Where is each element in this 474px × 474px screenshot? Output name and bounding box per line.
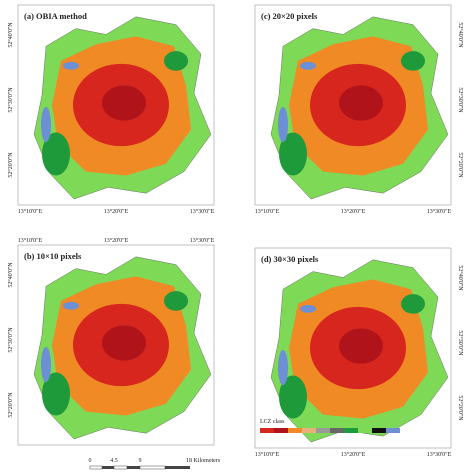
longitude-label: 13°30'0"E <box>190 208 215 215</box>
inner-core <box>339 328 383 364</box>
latitude-label: 52°40'0"N <box>7 22 14 48</box>
forest <box>42 372 70 416</box>
legend-swatch <box>344 428 358 433</box>
map-panel: (c) 20×20 pixels 13°10'0"E 13°20'0"E 13°30'… <box>255 4 464 215</box>
lake <box>278 106 288 143</box>
longitude-label: 13°20'0"E <box>104 208 129 215</box>
lake <box>278 349 288 386</box>
latitude-label: 52°30'0"N <box>7 87 14 113</box>
legend-swatch <box>302 428 316 433</box>
inner-core <box>102 85 146 121</box>
latitude-label: 52°20'0"N <box>7 152 14 178</box>
legend-swatch <box>330 428 344 433</box>
forest <box>279 375 307 419</box>
forest <box>42 132 70 176</box>
legend-swatch <box>274 428 288 433</box>
map <box>33 256 212 440</box>
legend: LCZ class <box>260 419 400 433</box>
map-panel: (b) 10×10 pixels 13°10'0"E 13°20'0"E 13°30'… <box>7 237 215 446</box>
latitude-label: 52°30'0"N <box>7 327 14 353</box>
latitude-label: 52°20'0"N <box>7 392 14 418</box>
latitude-label: 52°30'0"N <box>457 330 464 356</box>
lake <box>300 304 316 313</box>
latitude-label: 52°40'0"N <box>457 22 464 48</box>
panel-label: (d) 30×30 pixels <box>261 254 319 264</box>
legend-swatch <box>316 428 330 433</box>
lake <box>41 346 51 383</box>
panel-label: (b) 10×10 pixels <box>24 251 82 261</box>
lake <box>63 61 79 70</box>
map <box>33 16 212 200</box>
legend-title: LCZ class <box>260 419 285 425</box>
lake <box>300 61 316 70</box>
panel-label: (c) 20×20 pixels <box>261 11 318 21</box>
latitude-label: 52°20'0"N <box>457 395 464 421</box>
legend-swatch <box>288 428 302 433</box>
longitude-label: 13°20'0"E <box>341 208 366 215</box>
longitude-label: 13°10'0"E <box>255 451 280 458</box>
legend-swatch <box>260 428 274 433</box>
scale-tick: 9 <box>139 458 142 464</box>
lake <box>63 301 79 310</box>
forest <box>279 132 307 176</box>
map-panel: (d) 30×30 pixels 13°10'0"E 13°20'0"E 13°30'… <box>255 247 464 458</box>
panel-label: (a) OBIA method <box>24 11 87 21</box>
inner-core <box>339 85 383 121</box>
latitude-label: 52°30'0"N <box>457 87 464 113</box>
scale-bar: 0 4.5 9 18 Kilometers <box>89 458 221 470</box>
forest <box>401 294 425 314</box>
longitude-label: 13°10'0"E <box>18 237 43 244</box>
latitude-label: 52°40'0"N <box>7 262 14 288</box>
lake <box>41 106 51 143</box>
longitude-label: 13°10'0"E <box>18 208 43 215</box>
scale-tick: 4.5 <box>110 458 118 464</box>
latitude-label: 52°20'0"N <box>457 152 464 178</box>
scale-tick: 18 Kilometers <box>186 458 221 464</box>
longitude-label: 13°20'0"E <box>104 237 129 244</box>
longitude-label: 13°30'0"E <box>190 237 215 244</box>
scale-tick: 0 <box>89 458 92 464</box>
forest <box>164 291 188 311</box>
longitude-label: 13°30'0"E <box>427 451 452 458</box>
legend-swatch <box>358 428 372 433</box>
forest <box>164 51 188 71</box>
legend-swatch <box>372 428 386 433</box>
map <box>270 259 449 443</box>
longitude-label: 13°20'0"E <box>341 451 366 458</box>
inner-core <box>102 325 146 361</box>
longitude-label: 13°10'0"E <box>255 208 280 215</box>
longitude-label: 13°30'0"E <box>427 208 452 215</box>
forest <box>401 51 425 71</box>
legend-swatch <box>386 428 400 433</box>
map <box>270 16 449 200</box>
latitude-label: 52°40'0"N <box>457 265 464 291</box>
map-panel: (a) OBIA method 13°10'0"E 13°20'0"E 13°30'0… <box>7 4 215 215</box>
